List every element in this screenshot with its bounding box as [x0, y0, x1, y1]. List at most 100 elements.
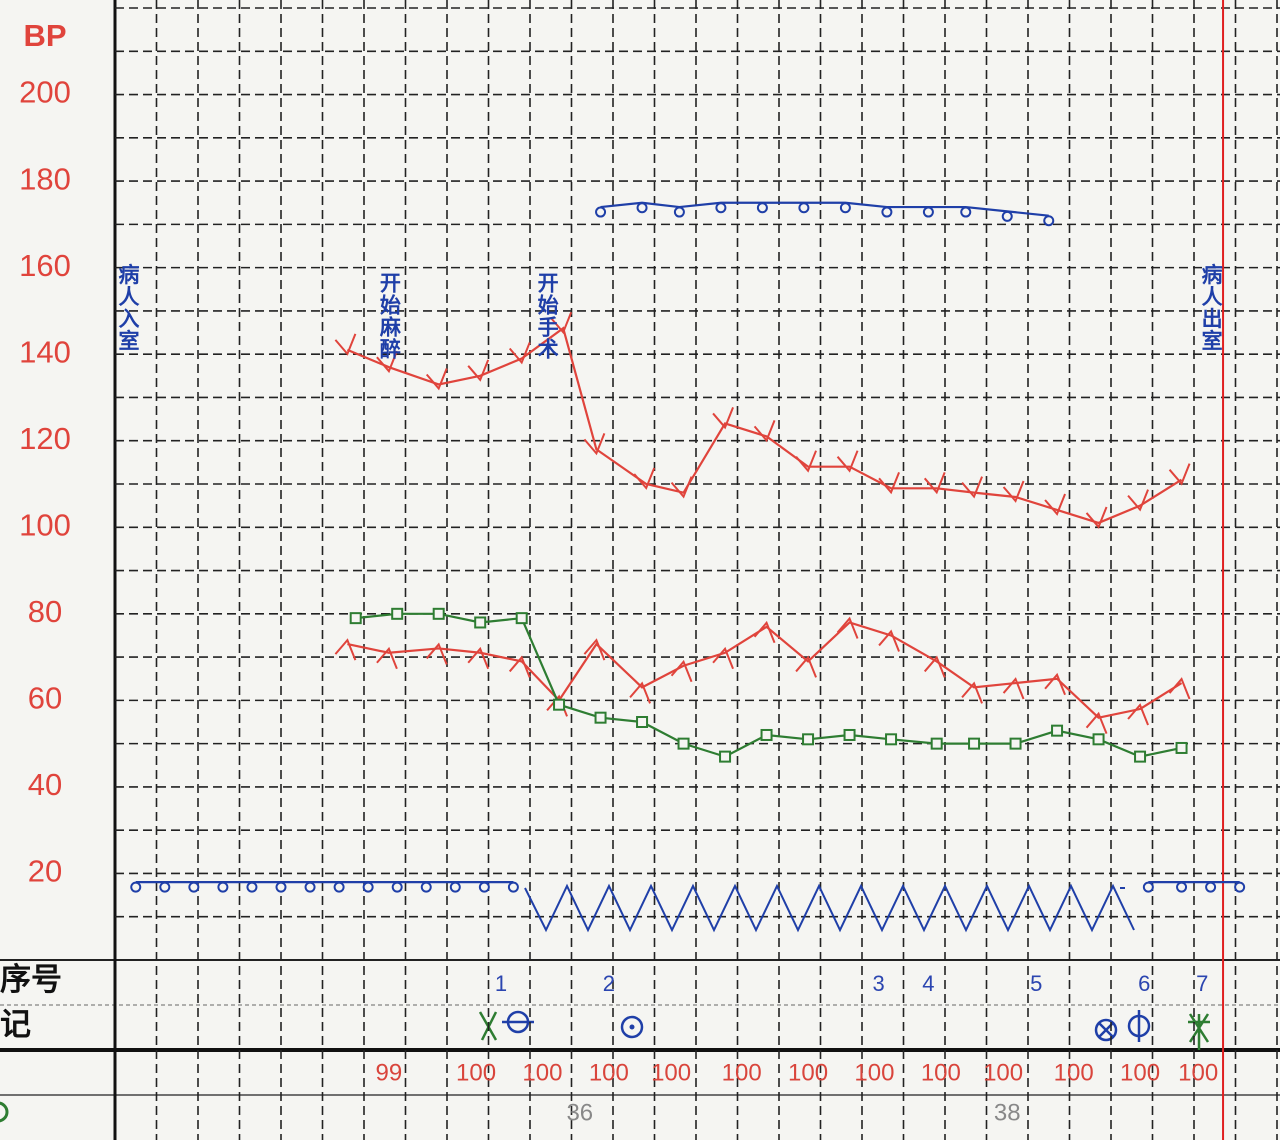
marker-square	[553, 698, 566, 711]
marker-v	[670, 476, 693, 499]
marker-v	[836, 450, 859, 473]
marker-v	[334, 333, 357, 356]
marker-v	[923, 471, 946, 495]
annotation: 病人入室	[116, 263, 140, 352]
marker-caret	[923, 655, 946, 678]
row-label: 记	[0, 1007, 31, 1042]
marker-v	[1044, 493, 1066, 516]
ventilation-zigzag	[524, 883, 1135, 933]
marker-caret	[795, 655, 817, 678]
marker-caret	[1002, 677, 1025, 700]
marker-circle	[798, 202, 810, 214]
annotation: 开始麻醉	[377, 272, 402, 360]
marker-v	[753, 420, 776, 443]
marker-circle	[595, 206, 607, 218]
row-icon	[0, 1101, 9, 1123]
spo2-value: 99	[376, 1059, 403, 1086]
marker-caret	[712, 646, 734, 670]
sequence-number: 7	[1196, 971, 1208, 996]
spo2-value: 100	[522, 1059, 562, 1086]
marker-circle	[246, 881, 258, 893]
temperature-value: 38	[994, 1099, 1021, 1126]
marker-square	[636, 716, 649, 728]
symbol-cross-circle	[1094, 1018, 1118, 1042]
marker-square	[474, 616, 487, 629]
marker-circle	[756, 202, 768, 214]
marker-square	[1175, 741, 1188, 754]
spo2-value: 100	[788, 1059, 828, 1086]
marker-caret	[1168, 677, 1191, 700]
marker-circle	[715, 202, 727, 214]
marker-square	[802, 733, 815, 746]
marker-caret	[961, 681, 983, 704]
series-line	[600, 201, 1049, 217]
marker-circle	[881, 206, 893, 218]
marker-v	[1085, 506, 1108, 529]
marker-square	[515, 612, 528, 625]
marker-caret	[583, 638, 606, 661]
marker-circle	[1142, 881, 1154, 893]
marker-circle	[507, 881, 519, 893]
marker-v	[550, 311, 573, 335]
marker-square	[349, 612, 362, 625]
sequence-number: 6	[1138, 971, 1150, 996]
marker-circle	[362, 881, 374, 893]
marker-caret	[670, 659, 693, 683]
spo2-value: 100	[1054, 1059, 1094, 1086]
marker-square	[968, 737, 981, 750]
symbol-star	[1188, 1013, 1210, 1050]
marker-square	[677, 737, 690, 750]
marker-square	[930, 737, 943, 750]
marker-v	[376, 350, 398, 374]
y-tick-label: 100	[19, 507, 71, 542]
marker-circle	[1043, 215, 1055, 227]
marker-circle	[449, 881, 461, 893]
annotation: 开始手术	[535, 272, 559, 360]
marker-square	[1092, 733, 1105, 746]
marker-square	[391, 607, 404, 620]
marker-circle	[1234, 881, 1246, 893]
marker-caret	[1127, 703, 1149, 726]
event-symbols	[478, 1010, 1210, 1050]
marker-circle	[217, 881, 229, 893]
marker-caret	[425, 642, 448, 665]
y-tick-label: 160	[19, 248, 71, 283]
marker-v	[508, 342, 531, 365]
y-tick-label: 40	[28, 767, 62, 802]
marker-v	[633, 467, 656, 490]
grid	[115, 0, 1280, 1140]
marker-square	[719, 750, 732, 763]
marker-circle	[673, 206, 685, 218]
marker-circle	[391, 881, 403, 893]
marker-circle	[304, 881, 316, 893]
y-tick-label: 20	[28, 854, 62, 889]
y-tick-label: 200	[19, 75, 71, 110]
annotation: 病人出室	[1199, 263, 1223, 352]
marker-v	[1168, 463, 1191, 486]
sequence-number: 2	[603, 971, 615, 996]
marker-square	[432, 607, 445, 620]
spo2-value: 100	[1120, 1059, 1160, 1086]
marker-square	[1051, 724, 1064, 737]
series-line	[347, 621, 1183, 719]
marker-circle	[159, 881, 171, 893]
temperature-value: 36	[566, 1099, 593, 1126]
marker-v	[467, 359, 490, 382]
marker-caret	[878, 629, 900, 652]
marker-circle	[188, 881, 200, 893]
y-tick-label: 120	[19, 421, 71, 456]
marker-v	[961, 476, 983, 499]
y-tick-label: 140	[19, 334, 71, 369]
spo2-value: 100	[456, 1059, 496, 1086]
sequence-number: 3	[872, 971, 884, 996]
marker-v	[1002, 480, 1025, 503]
marker-circle	[1205, 881, 1217, 893]
marker-v	[712, 407, 734, 430]
symbol-dot-circle	[620, 1015, 644, 1039]
marker-circle	[275, 881, 287, 893]
symbol-dot-circle	[629, 1024, 635, 1030]
spo2-value: 100	[589, 1059, 629, 1086]
marker-caret	[836, 616, 859, 639]
y-tick-label: 80	[28, 594, 62, 629]
